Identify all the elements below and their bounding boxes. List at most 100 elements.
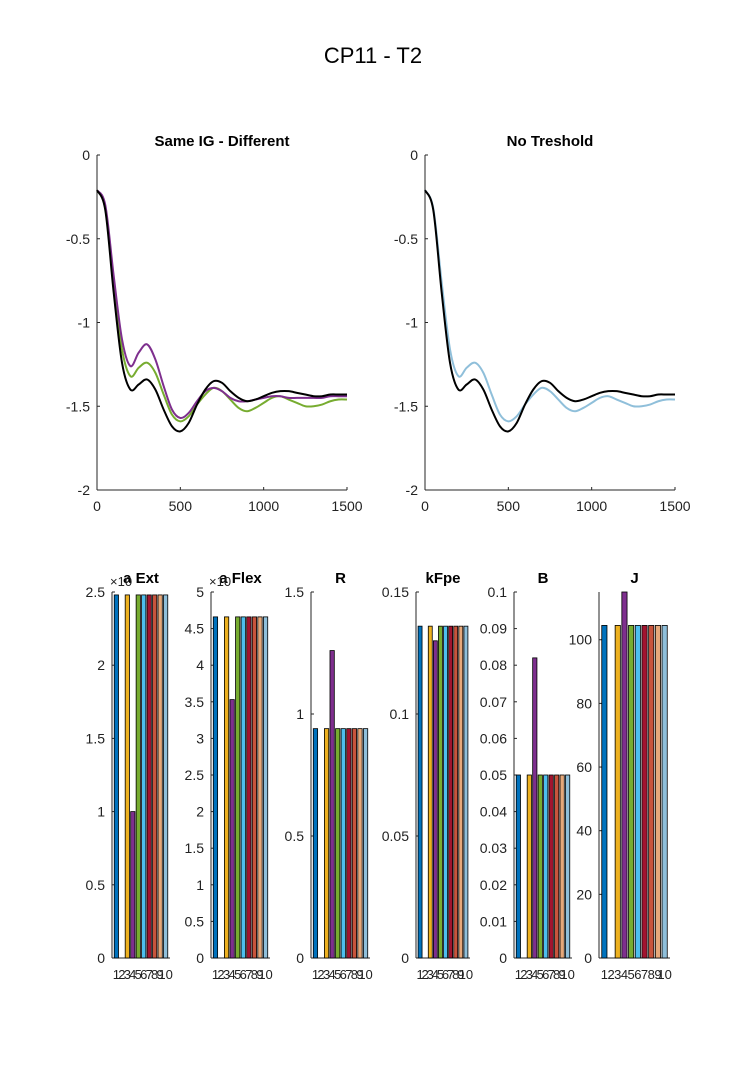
x-tick-label: 1500 <box>331 498 362 514</box>
bar-3 <box>224 616 230 959</box>
x-tick-label: 6 <box>240 967 247 982</box>
axis-multiplier: ×10 <box>110 574 132 589</box>
y-tick-label: 0.07 <box>480 694 507 710</box>
y-tick-label: 1 <box>296 706 304 722</box>
bar-8 <box>351 728 357 959</box>
x-tick-label: 8 <box>452 967 459 982</box>
chart-title: R <box>335 570 346 587</box>
x-tick-label: 9 <box>356 967 363 982</box>
bar-10 <box>262 616 269 959</box>
bar-10 <box>463 625 469 959</box>
y-tick-label: 2.5 <box>86 584 106 600</box>
x-tick-label: 8 <box>151 967 158 982</box>
chart-title: a Ext <box>123 570 159 587</box>
x-tick-label: 6 <box>442 967 449 982</box>
x-tick-label: 4 <box>229 967 236 982</box>
bar-5 <box>537 774 543 959</box>
x-tick-label: 1 <box>113 967 120 982</box>
y-tick-label: 0.5 <box>86 877 106 893</box>
x-tick-label: 7 <box>447 967 454 982</box>
y-tick-label: 0.1 <box>488 584 508 600</box>
bar-6 <box>340 728 346 959</box>
y-tick-label: 0.5 <box>285 828 305 844</box>
y-tick-label: 20 <box>576 886 592 902</box>
bar-4 <box>432 640 438 959</box>
x-tick-label: 1000 <box>576 498 607 514</box>
x-tick-label: 8 <box>648 967 655 982</box>
bar-4 <box>621 591 628 959</box>
y-tick-label: -1.5 <box>66 398 90 414</box>
x-tick-label: 9 <box>559 967 566 982</box>
x-tick-label: 6 <box>542 967 549 982</box>
bar-10 <box>163 594 169 959</box>
y-tick-label: -2 <box>78 482 91 498</box>
bar-9 <box>559 774 565 959</box>
chart-title: Same IG - Different <box>154 133 289 150</box>
bar-9 <box>257 616 263 959</box>
bar-9 <box>157 594 163 959</box>
bar-3 <box>124 594 130 959</box>
x-tick-label: 4 <box>621 967 628 982</box>
x-tick-label: 5 <box>135 967 142 982</box>
y-tick-label: 0.05 <box>382 828 409 844</box>
x-tick-label: 9 <box>654 967 661 982</box>
x-tick-label: 3 <box>223 967 230 982</box>
bar-8 <box>554 774 560 959</box>
y-tick-label: 0.09 <box>480 621 507 637</box>
series-line-1 <box>424 189 675 433</box>
x-tick-label: 2 <box>422 967 429 982</box>
series-line-1 <box>96 189 347 420</box>
bar-9 <box>458 625 464 959</box>
x-tick-label: 3 <box>614 967 621 982</box>
bar-6 <box>240 616 246 959</box>
y-tick-label: 0.15 <box>382 584 409 600</box>
x-tick-label: 3 <box>323 967 330 982</box>
bar-5 <box>438 625 443 959</box>
x-tick-label: 2 <box>217 967 224 982</box>
y-tick-label: -2 <box>406 482 419 498</box>
y-tick-label: 60 <box>576 759 592 775</box>
y-tick-label: 0 <box>584 950 592 966</box>
y-tick-label: 3.5 <box>185 694 205 710</box>
figure-title: CP11 - T2 <box>324 43 422 68</box>
bar-10 <box>661 625 668 959</box>
x-tick-label: 7 <box>345 967 352 982</box>
chart-title: No Treshold <box>507 133 594 150</box>
bar-1 <box>515 774 521 959</box>
y-tick-label: -0.5 <box>394 231 418 247</box>
y-tick-label: 0.04 <box>480 804 507 820</box>
x-tick-label: 6 <box>340 967 347 982</box>
chart-3: a Flex00.511.522.533.544.5512345678910×1… <box>185 570 273 982</box>
chart-7: J 0 20 40 60 80 100 1 2 3 4 5 6 7 8 910 <box>569 570 672 982</box>
bar-1 <box>417 625 423 959</box>
x-tick-label: 5 <box>334 967 341 982</box>
chart-title: J <box>630 570 638 587</box>
bar-3 <box>526 774 532 959</box>
x-tick-label: 500 <box>497 498 521 514</box>
y-tick-label: 0.08 <box>480 657 507 673</box>
bar-5 <box>335 728 341 959</box>
y-tick-label: 100 <box>569 632 593 648</box>
y-tick-label: 5 <box>196 584 204 600</box>
x-tick-label: 3 <box>124 967 131 982</box>
y-tick-label: 4 <box>196 657 204 673</box>
y-tick-label: 2.5 <box>185 767 205 783</box>
x-tick-label: 10 <box>158 967 172 982</box>
y-tick-label: 0 <box>82 147 90 163</box>
x-tick-label: 9 <box>157 967 164 982</box>
chart-title: a Flex <box>219 570 262 587</box>
y-tick-label: 1.5 <box>86 730 106 746</box>
x-tick-label: 8 <box>553 967 560 982</box>
y-tick-label: 3 <box>196 730 204 746</box>
bar-7 <box>548 774 554 959</box>
bar-4 <box>130 811 136 959</box>
x-tick-label: 6 <box>140 967 147 982</box>
chart-title: B <box>538 570 549 587</box>
y-tick-label: 2 <box>196 804 204 820</box>
bar-10 <box>362 728 369 959</box>
x-tick-label: 500 <box>169 498 193 514</box>
